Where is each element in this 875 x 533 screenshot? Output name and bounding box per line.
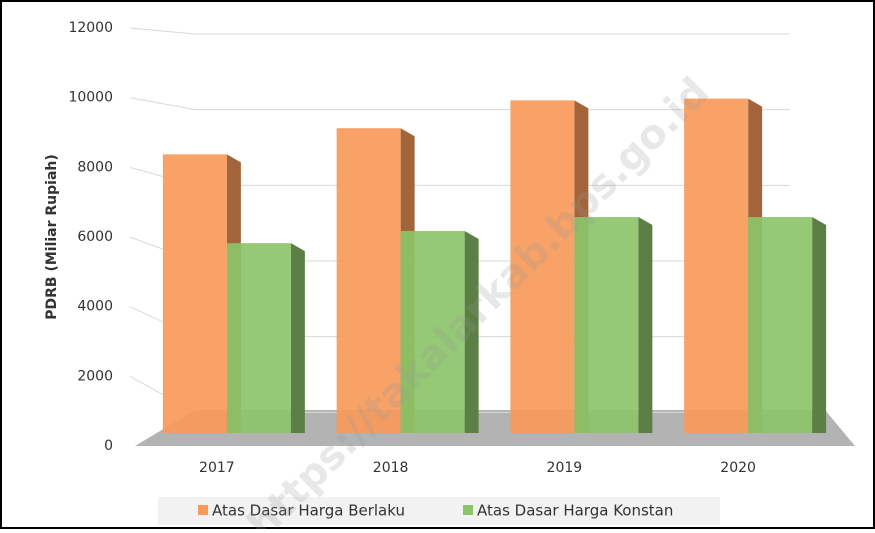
legend-swatch <box>463 505 473 515</box>
y-tick-label: 6000 <box>77 229 113 245</box>
y-tick-label: 10000 <box>68 90 113 106</box>
legend-swatch <box>198 505 208 515</box>
bar-side <box>290 243 305 433</box>
y-tick-label: 0 <box>104 438 113 454</box>
grid-line <box>129 27 790 35</box>
x-tick-label: 2019 <box>547 460 583 476</box>
legend-label: Atas Dasar Harga Berlaku <box>212 502 405 520</box>
bar-front <box>510 100 575 433</box>
y-tick-label: 4000 <box>77 299 113 315</box>
y-tick-label: 2000 <box>77 368 113 384</box>
floor <box>135 410 855 446</box>
legend-label: Atas Dasar Harga Konstan <box>477 502 673 520</box>
bar-front <box>162 154 227 434</box>
bar-front <box>684 98 749 433</box>
bar-side <box>464 230 479 433</box>
bar-front <box>748 217 813 433</box>
legend <box>158 497 720 525</box>
bar-side <box>638 217 653 433</box>
bar-front <box>336 128 401 434</box>
bar-front <box>574 217 639 433</box>
x-tick-label: 2020 <box>720 460 756 476</box>
y-tick-label: 8000 <box>77 159 113 175</box>
grid-line <box>129 97 790 111</box>
bar <box>574 217 653 433</box>
bar-front <box>400 230 465 433</box>
bar-front <box>226 243 291 433</box>
bar <box>226 243 305 433</box>
x-tick-label: 2017 <box>199 460 235 476</box>
x-tick-label: 2018 <box>373 460 409 476</box>
y-axis-label: PDRB (Miliar Rupiah) <box>44 154 60 320</box>
bar <box>400 230 479 433</box>
bar <box>748 217 827 433</box>
bar-side <box>812 217 827 433</box>
y-tick-label: 12000 <box>68 20 113 36</box>
